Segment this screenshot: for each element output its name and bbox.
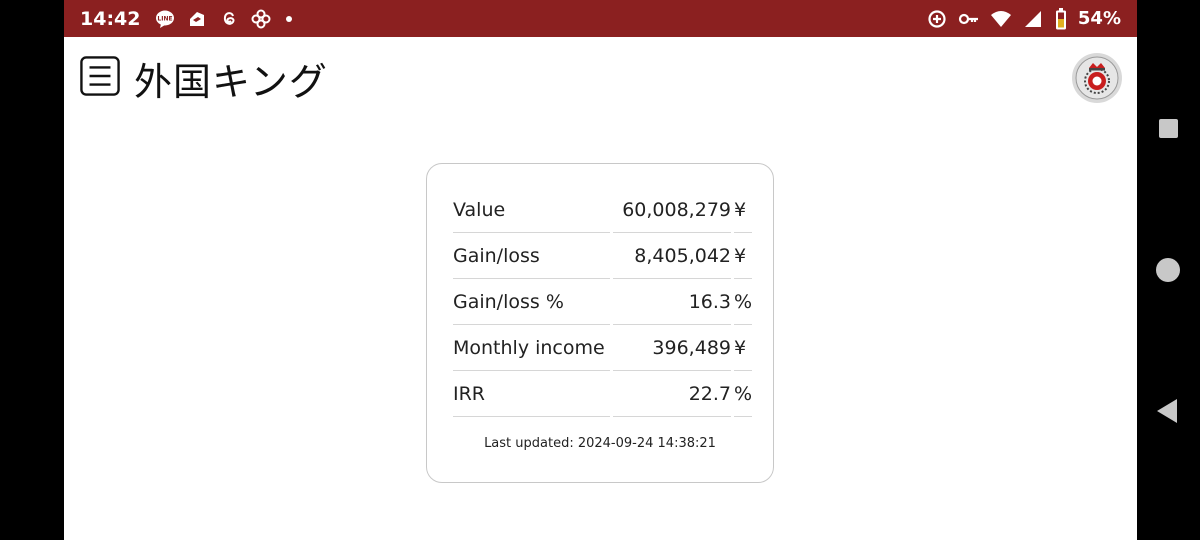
vpn-key-icon xyxy=(958,8,980,30)
svg-text:LINE: LINE xyxy=(158,15,173,22)
signal-icon xyxy=(1022,8,1044,30)
battery-icon xyxy=(1054,7,1068,30)
notification-dot-icon xyxy=(286,15,293,22)
back-button[interactable] xyxy=(1157,399,1177,423)
row-unit: % xyxy=(734,279,753,325)
row-value: 8,405,042 xyxy=(613,233,731,279)
row-value: 396,489 xyxy=(613,325,731,371)
row-value: 60,008,279 xyxy=(613,187,731,233)
last-updated-text: Last updated: 2024-09-24 14:38:21 xyxy=(484,436,716,451)
row-value: 16.3 xyxy=(613,279,731,325)
row-unit: ¥ xyxy=(734,187,753,233)
status-time: 14:42 xyxy=(80,7,141,30)
line-icon: LINE xyxy=(154,8,176,30)
row-unit: ¥ xyxy=(734,233,753,279)
summary-row-value: Value 60,008,279 ¥ xyxy=(453,187,753,233)
battery-percent: 54% xyxy=(1077,8,1121,29)
row-label: IRR xyxy=(453,371,610,417)
crest-icon xyxy=(1075,56,1119,100)
status-bar-left: 14:42 LINE xyxy=(80,7,293,30)
row-label: Value xyxy=(453,187,610,233)
summary-row-gain-loss-percent: Gain/loss % 16.3 % xyxy=(453,279,753,325)
threads-icon xyxy=(218,8,240,30)
summary-row-gain-loss: Gain/loss 8,405,042 ¥ xyxy=(453,233,753,279)
summary-table: Value 60,008,279 ¥ Gain/loss 8,405,042 ¥… xyxy=(450,187,755,417)
row-value: 22.7 xyxy=(613,371,731,417)
summary-row-monthly-income: Monthly income 396,489 ¥ xyxy=(453,325,753,371)
row-label: Monthly income xyxy=(453,325,610,371)
delivery-icon xyxy=(186,8,208,30)
menu-icon xyxy=(80,56,120,96)
system-nav-bar xyxy=(1137,0,1200,540)
summary-row-irr: IRR 22.7 % xyxy=(453,371,753,417)
pinwheel-icon xyxy=(250,8,272,30)
row-label: Gain/loss xyxy=(453,233,610,279)
portfolio-summary-card: Value 60,008,279 ¥ Gain/loss 8,405,042 ¥… xyxy=(426,163,774,483)
avatar[interactable] xyxy=(1072,53,1122,103)
status-bar-right: 54% xyxy=(926,7,1121,30)
row-unit: ¥ xyxy=(734,325,753,371)
row-unit: % xyxy=(734,371,753,417)
data-saver-icon xyxy=(926,8,948,30)
page-title: 外国キング xyxy=(134,60,328,104)
menu-button[interactable] xyxy=(80,56,120,96)
row-label: Gain/loss % xyxy=(453,279,610,325)
status-bar: 14:42 LINE 54% xyxy=(64,0,1137,37)
home-button[interactable] xyxy=(1156,258,1180,282)
app-screen: 外国キング Value 60,008,279 ¥ Gain/loss 8,405… xyxy=(64,37,1137,540)
recents-button[interactable] xyxy=(1159,119,1178,138)
wifi-icon xyxy=(990,8,1012,30)
